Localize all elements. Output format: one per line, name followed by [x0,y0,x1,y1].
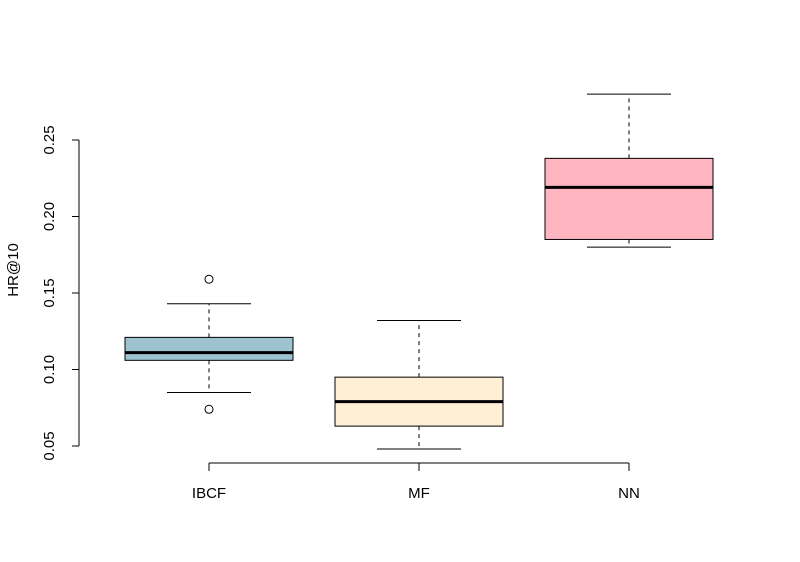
x-tick-label: IBCF [192,485,226,502]
y-tick-label: 0.20 [41,202,58,231]
outlier-point [204,274,214,284]
box-iqr [124,336,294,361]
boxes [124,93,714,450]
y-tick-label: 0.15 [41,278,58,307]
y-tick-label: 0.25 [41,125,58,154]
y-axis: 0.05 0.10 0.15 0.20 0.25 [41,125,80,461]
box-ibcf [124,274,294,414]
x-tick-label: NN [618,485,640,502]
outlier-point [204,404,214,414]
x-tick-label: MF [408,485,430,502]
y-tick-label: 0.10 [41,355,58,384]
box-mf [334,320,504,450]
y-axis-title: HR@10 [5,243,22,297]
box-iqr [544,157,714,240]
x-axis: IBCF MF NN [192,462,640,502]
box-nn [544,93,714,248]
y-tick-label: 0.05 [41,431,58,460]
